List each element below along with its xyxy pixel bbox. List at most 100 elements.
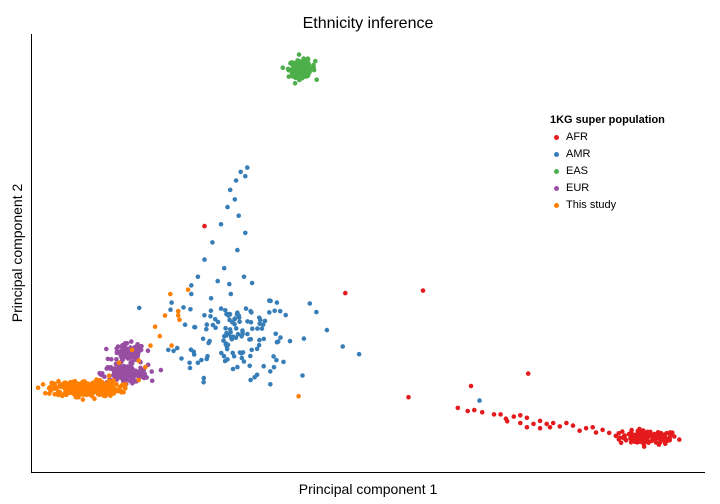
data-point: [175, 313, 181, 318]
data-point: [60, 393, 65, 399]
data-point: [305, 69, 311, 74]
data-point: [101, 382, 106, 388]
data-point: [243, 230, 248, 236]
data-point: [228, 291, 234, 297]
data-point: [166, 347, 171, 353]
data-point: [111, 378, 116, 383]
data-point: [249, 280, 255, 286]
data-point: [255, 326, 260, 331]
data-point: [210, 322, 216, 328]
data-point: [77, 386, 82, 391]
data-point: [531, 421, 536, 427]
data-point: [249, 347, 254, 353]
data-point: [106, 373, 112, 379]
data-point: [171, 348, 176, 354]
data-point: [223, 325, 228, 331]
data-point: [187, 360, 192, 366]
data-point: [81, 384, 87, 390]
data-point: [168, 291, 173, 297]
series-amr: [136, 165, 482, 403]
legend-swatch: [554, 186, 559, 191]
data-point: [116, 350, 121, 355]
data-point: [658, 439, 663, 445]
data-point: [221, 265, 227, 271]
data-point: [43, 390, 48, 396]
data-point: [406, 394, 411, 400]
data-point: [188, 307, 193, 312]
data-point: [241, 274, 247, 280]
data-point: [104, 366, 109, 371]
data-point: [273, 331, 279, 337]
data-point: [272, 308, 278, 314]
data-point: [324, 327, 330, 333]
data-point: [237, 350, 243, 355]
data-point: [121, 345, 127, 351]
data-point: [268, 369, 273, 374]
data-point: [224, 346, 230, 352]
chart-title: Ethnicity inference: [302, 15, 434, 32]
data-point: [247, 337, 252, 342]
data-point: [248, 377, 253, 383]
data-point: [169, 300, 174, 305]
data-point: [114, 357, 119, 362]
data-point: [145, 348, 151, 354]
data-point: [212, 317, 218, 322]
data-point: [135, 342, 140, 347]
data-point: [215, 319, 221, 325]
data-point: [287, 338, 293, 344]
data-point: [245, 331, 250, 337]
legend-label: EAS: [566, 165, 589, 177]
data-point: [271, 354, 276, 359]
data-point: [92, 396, 97, 402]
data-point: [479, 410, 485, 415]
data-point: [116, 367, 122, 373]
legend-label: EUR: [566, 182, 590, 194]
data-point: [498, 412, 503, 417]
data-point: [230, 334, 236, 340]
data-point: [247, 363, 252, 369]
data-point: [204, 322, 210, 327]
data-point: [187, 365, 193, 371]
data-point: [162, 313, 168, 318]
data-point: [621, 434, 626, 440]
legend-label: This study: [566, 199, 617, 211]
data-point: [658, 430, 664, 436]
data-point: [219, 350, 224, 356]
data-point: [254, 372, 260, 378]
data-point: [296, 394, 301, 399]
data-point: [129, 347, 135, 353]
data-point: [583, 425, 589, 431]
data-point: [629, 427, 634, 433]
data-point: [188, 347, 194, 353]
data-point: [271, 364, 277, 370]
data-point: [420, 288, 426, 293]
data-point: [243, 173, 248, 179]
data-point: [90, 380, 95, 386]
legend-items: AFR AMR EAS EUR This study: [550, 129, 665, 214]
data-point: [69, 389, 75, 395]
data-point: [314, 309, 319, 315]
data-point: [637, 433, 643, 439]
data-point: [73, 394, 78, 400]
data-point: [577, 428, 582, 434]
data-point: [256, 342, 262, 348]
data-point: [40, 382, 46, 387]
data-point: [56, 378, 61, 384]
data-point: [623, 438, 629, 443]
data-point: [613, 433, 619, 439]
data-point: [292, 81, 298, 86]
data-point: [136, 358, 141, 363]
data-point: [235, 247, 240, 253]
legend-item: EUR: [550, 180, 665, 197]
data-point: [356, 351, 362, 357]
data-point: [46, 385, 52, 391]
data-point: [524, 425, 530, 430]
data-point: [232, 197, 238, 202]
data-point: [206, 340, 211, 346]
data-point: [224, 311, 229, 317]
data-point: [298, 67, 304, 72]
data-point: [195, 274, 201, 280]
data-point: [35, 385, 41, 391]
data-point: [123, 382, 128, 387]
data-point: [261, 363, 267, 369]
